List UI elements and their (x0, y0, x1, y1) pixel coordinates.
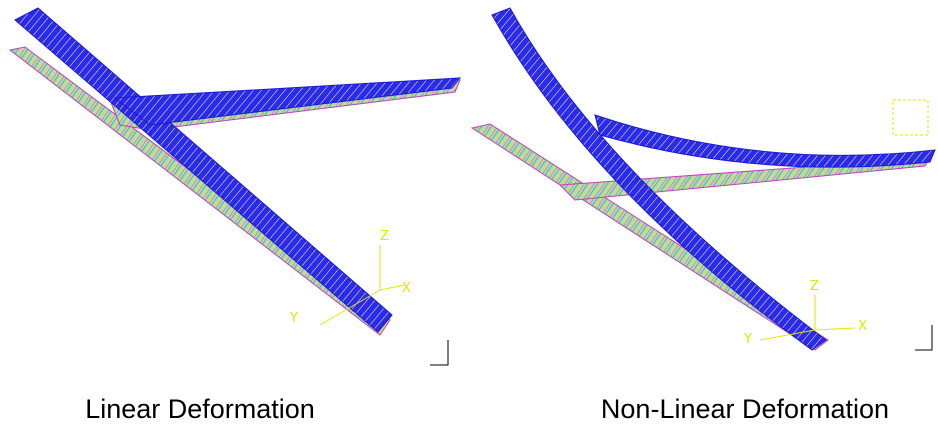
view-triad (915, 325, 932, 350)
axis-label: Y (289, 311, 298, 326)
axis-label: Y (743, 332, 752, 347)
wing-deformed (15, 8, 392, 332)
axis-triad (760, 100, 928, 340)
wing-deformed (595, 115, 935, 167)
axis-label: Z (810, 279, 819, 294)
nonlinear-panel: Z Y X Non-Linear Deformation (472, 8, 935, 424)
axis-label: X (858, 319, 867, 334)
axis-label: X (402, 281, 411, 296)
axis-label: Z (380, 229, 389, 244)
linear-panel: Z Y X Linear Deformation (10, 8, 460, 424)
page: {"panels": [ {"caption": "Linear Deforma… (0, 0, 938, 438)
wing-deformed (115, 78, 460, 125)
view-triad (430, 340, 448, 365)
caption: Non-Linear Deformation (601, 394, 889, 424)
figure: Z Y X Linear Deformation Z Y X Non-Linea… (0, 0, 938, 438)
caption: Linear Deformation (85, 394, 315, 424)
